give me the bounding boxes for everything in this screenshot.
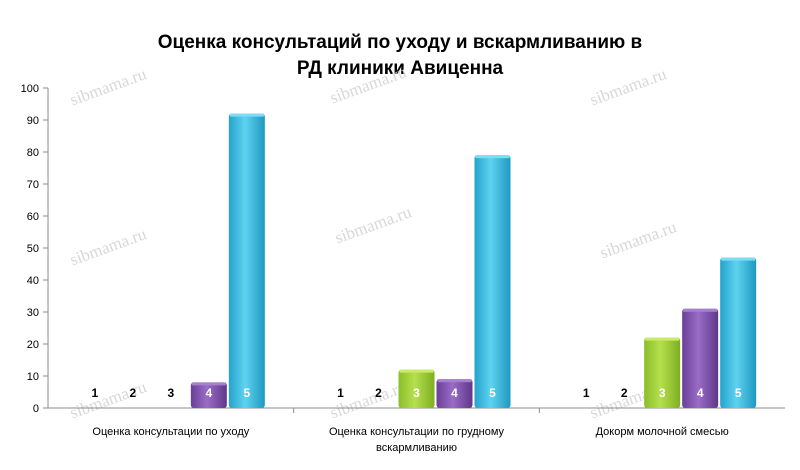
bar: [720, 257, 757, 408]
y-tick-label: 100: [21, 83, 39, 95]
y-tick-label: 30: [27, 307, 39, 319]
bar-series-label: 1: [337, 386, 344, 400]
bar: [644, 337, 681, 408]
y-tick-label: 80: [27, 147, 39, 159]
bar-top-highlight: [191, 382, 226, 386]
x-category-label-line: Докорм молочной смесью: [596, 426, 729, 438]
bar-series-label: 5: [243, 386, 250, 400]
bar-top-highlight: [437, 379, 472, 383]
bar: [190, 382, 227, 408]
bar-series-label: 2: [621, 386, 628, 400]
bar-labels: 1 1 1 2 2 2 3 3 3 4 4 4 5 5 5: [91, 386, 741, 400]
watermark-text: sibmama.ru: [587, 64, 669, 109]
chart-title-line-1: Оценка консультаций по уходу и вскармлив…: [157, 32, 643, 53]
bar-series-label: 4: [451, 386, 458, 400]
watermark-text: sibmama.ru: [67, 64, 149, 109]
bar-series-label: 3: [659, 386, 666, 400]
x-category-label-line: вскармливанию: [376, 442, 457, 454]
y-tick-label: 20: [27, 339, 39, 351]
bar-top-highlight: [399, 369, 434, 373]
bar-top-highlight: [475, 155, 510, 159]
bar: [398, 369, 435, 408]
bar: [228, 113, 265, 408]
bar-series-label: 1: [583, 386, 590, 400]
bar-top-highlight: [229, 113, 264, 117]
y-tick-label: 60: [27, 211, 39, 223]
chart-title-line-2: РД клиники Авиценна: [296, 58, 504, 79]
bar-series-label: 2: [129, 386, 136, 400]
bar-top-highlight: [683, 308, 718, 312]
y-tick-label: 90: [27, 115, 39, 127]
chart-title: Оценка консультаций по уходу и вскармлив…: [0, 30, 800, 82]
x-category-label: Оценка консультации по грудному вскармлив…: [329, 426, 505, 454]
bar-series-label: 5: [735, 386, 742, 400]
watermark-text: sibmama.ru: [67, 224, 149, 269]
bar-top-highlight: [645, 337, 680, 341]
bar-series-label: 4: [205, 386, 212, 400]
x-category-label: Оценка консультации по уходу: [92, 426, 249, 438]
x-category-label-line: Оценка консультации по уходу: [92, 426, 249, 438]
bar-series-label: 1: [91, 386, 98, 400]
bars: [190, 113, 757, 408]
bar: [474, 155, 511, 408]
bar-top-highlight: [721, 257, 756, 261]
bar: [682, 308, 719, 408]
y-tick-label: 70: [27, 179, 39, 191]
watermark-text: sibmama.ru: [597, 217, 679, 262]
x-category-label-line: Оценка консультации по грудному: [329, 426, 505, 438]
y-tick-label: 50: [27, 243, 39, 255]
watermark-group: sibmama.ru sibmama.ru sibmama.ru sibmama.ru…: [67, 62, 679, 422]
bar-series-label: 3: [167, 386, 174, 400]
bar-series-label: 3: [413, 386, 420, 400]
watermark-text: sibmama.ru: [332, 202, 414, 247]
y-tick-label: 10: [27, 371, 39, 383]
y-tick-label: 40: [27, 275, 39, 287]
bar-series-label: 4: [697, 386, 704, 400]
bar: [436, 379, 473, 408]
bar-series-label: 5: [489, 386, 496, 400]
bar-series-label: 2: [375, 386, 382, 400]
watermark-text: sibmama.ru: [327, 62, 409, 107]
x-category-label: Докорм молочной смесью: [596, 426, 729, 438]
y-tick-label: 0: [33, 403, 39, 415]
watermark-text: sibmama.ru: [67, 377, 149, 422]
